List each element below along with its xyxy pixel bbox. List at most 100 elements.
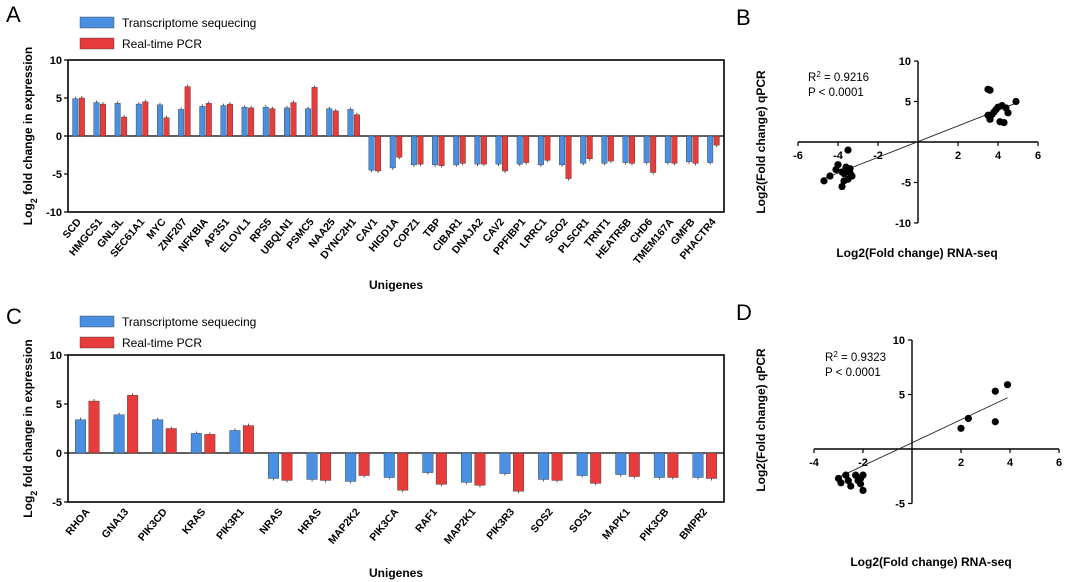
data-point [837,479,845,487]
y-tick-label: 5 [905,97,911,109]
data-point [984,111,992,119]
plot-frame [67,354,725,503]
bar-rnaseq [495,135,502,165]
bar-qpcr [474,452,486,486]
bar-qpcr [281,452,293,481]
bar-qpcr [650,135,657,173]
data-point [986,86,994,94]
category-label: HRAS [296,506,324,537]
x-axis-title: Log2(Fold change) RNA-seq [836,246,997,260]
bar-rnaseq [114,103,121,137]
bar-rnaseq [229,430,241,454]
data-point [820,177,828,185]
category-label: PIK3CD [136,506,170,544]
bar-qpcr [242,425,254,454]
data-point [991,387,999,395]
bar-qpcr [227,103,233,137]
x-tick-label: 6 [1056,457,1062,469]
bar-qpcr [629,135,635,164]
data-point [856,474,865,483]
x-axis-title: Log2(Fold change) RNA-seq [850,555,1011,569]
bar-rnaseq [453,135,460,166]
bar-qpcr [435,452,447,485]
data-point [834,161,842,169]
bar-qpcr [502,135,509,172]
bar-rnaseq [72,98,79,137]
bar-qpcr [184,86,191,137]
bar-rnaseq [113,414,125,454]
bar-qpcr [459,135,466,164]
y-tick-label: 10 [50,55,62,67]
bar-rnaseq [220,105,227,137]
bar-qpcr [100,103,106,137]
bar-qpcr [438,135,445,166]
bar-rnaseq [601,135,608,164]
y-tick-label: 5 [56,399,62,411]
data-point [847,482,855,490]
category-label: MAP2K1 [442,506,479,546]
bar-rnaseq [537,135,544,166]
x-tick-label: 2 [958,457,964,469]
legend-swatch-rnaseq [79,16,115,29]
panel-letter-a: A [6,2,21,27]
data-point [826,172,834,180]
bar-qpcr [78,97,85,137]
scatter-chart-d: -4 -2 2 4 6 10 5 -5 R2 = 0.9323 P < 0.0001 Log2(Fo… [754,335,1062,569]
p-value-label: P < 0.0001 [808,87,864,99]
bar-rnaseq [615,452,627,475]
bar-qpcr [513,452,524,492]
bar-rnaseq [368,135,375,171]
bar-qpcr [121,116,128,137]
bar-rnaseq [580,135,587,164]
x-tick-label: -2 [873,150,883,162]
bar-rnaseq [499,452,511,474]
bar-qpcr [480,135,487,165]
bar-rnaseq [576,452,588,476]
panel-letter-d: D [736,300,752,325]
legend-label: Real-time PCR [122,336,202,350]
bar-rnaseq [538,452,550,480]
bar-qpcr [551,452,563,481]
y-tick-label: 0 [56,131,62,143]
x-tick-label: 4 [995,150,1002,162]
bar-rnaseq [643,135,650,163]
bar-rnaseq [559,135,565,166]
category-label: NRAS [257,506,285,537]
bar-qpcr [358,452,370,476]
bar-qpcr [127,394,139,454]
data-point [957,424,965,432]
data-point [859,486,867,495]
category-label: BMPR2 [677,506,710,542]
x-axis-title: Unigenes [369,566,423,580]
bar-rnaseq [347,109,354,137]
bar-rnaseq [516,135,523,165]
x-tick-label: -4 [833,150,844,162]
bar-rnaseq [268,452,279,479]
bar-qpcr [204,434,216,454]
bar-rnaseq [664,135,671,163]
data-point [844,146,852,154]
y-tick-label: -10 [46,207,62,219]
data-point [838,182,846,191]
y-axis-title: Log2(Fold change) qPCR [754,70,768,214]
bar-qpcr [353,114,360,137]
bar-qpcr [417,135,424,165]
category-label: SOS2 [528,506,555,535]
y-tick-label: -5 [52,169,62,181]
panel-letter-b: B [736,5,751,30]
data-point [844,477,852,485]
bar-qpcr [667,452,679,478]
x-tick-label: -2 [858,457,868,469]
bar-rnaseq [93,102,100,137]
category-label: PIK3CA [367,506,401,544]
category-label: GNA13 [99,506,131,541]
data-point [991,418,999,426]
bar-rnaseq [345,452,357,482]
y-tick-label: -10 [895,218,911,230]
p-value-label: P < 0.0001 [825,367,881,379]
category-label: SOS1 [567,506,594,535]
data-point [1000,118,1008,127]
bar-rnaseq [422,452,434,473]
bar-rnaseq [283,107,290,137]
y-tick-label: 5 [56,93,62,105]
